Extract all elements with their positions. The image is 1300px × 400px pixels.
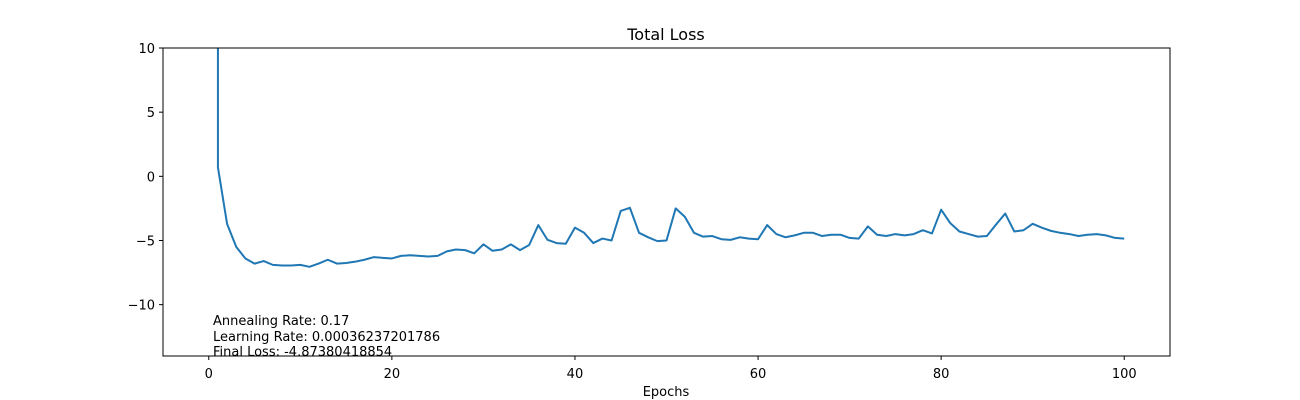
annealing-rate-annotation: Annealing Rate: 0.17 — [213, 314, 349, 329]
learning-rate-annotation: Learning Rate: 0.00036237201786 — [213, 330, 440, 345]
x-axis-label: Epochs — [643, 385, 690, 400]
y-axis: 10 5 0 −5 −10 — [128, 42, 163, 314]
x-tick-label: 20 — [384, 367, 401, 382]
x-tick-label: 60 — [750, 367, 767, 382]
y-tick-label: 5 — [147, 106, 155, 121]
x-tick-label: 80 — [933, 367, 950, 382]
y-tick-label: −5 — [136, 235, 155, 250]
y-tick-label: −10 — [128, 299, 155, 314]
x-tick-label: 40 — [567, 367, 584, 382]
x-tick-label: 0 — [205, 367, 213, 382]
y-tick-label: 10 — [138, 42, 155, 57]
chart-title: Total Loss — [626, 25, 705, 44]
x-axis: 0 20 40 60 80 100 — [205, 356, 1137, 382]
series-layer — [216, 48, 1125, 268]
x-tick-label: 100 — [1112, 367, 1137, 382]
loss-series-line — [216, 48, 1125, 268]
y-tick-label: 0 — [147, 170, 155, 185]
final-loss-annotation: Final Loss: -4.87380418854 — [213, 345, 392, 360]
plot-area: 0 20 40 60 80 100 10 5 0 −5 −10 Annealing Rate: 0… — [128, 42, 1171, 382]
axes-frame — [162, 47, 1171, 357]
annotation-block: Annealing Rate: 0.17 Learning Rate: 0.00… — [213, 314, 440, 360]
